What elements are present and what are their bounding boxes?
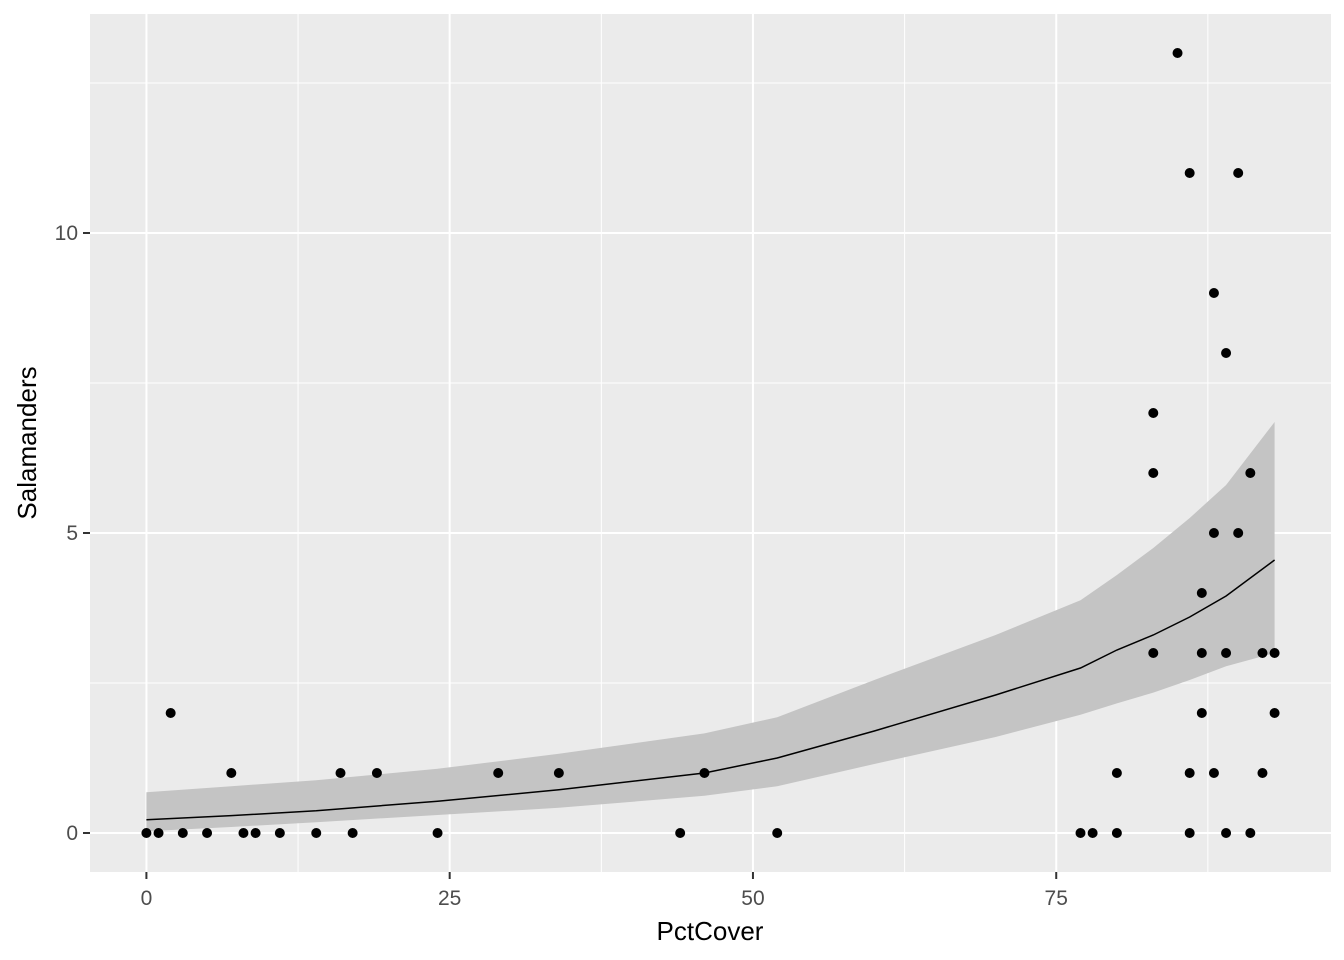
data-point: [1269, 708, 1280, 718]
data-point: [1111, 768, 1122, 778]
x-axis: 0 25 50 75: [141, 872, 1068, 910]
scatter-points: [141, 48, 1280, 838]
plot-panel: [90, 14, 1331, 872]
data-point: [772, 828, 783, 838]
data-point: [1148, 468, 1159, 478]
data-point: [699, 768, 710, 778]
data-point: [1208, 528, 1219, 538]
x-tick-label: 25: [438, 887, 461, 910]
y-tick-label: 0: [66, 822, 78, 845]
data-point: [1184, 828, 1195, 838]
data-point: [371, 768, 382, 778]
fit-line: [146, 559, 1276, 821]
x-axis-title: PctCover: [657, 916, 764, 946]
data-point: [202, 828, 213, 838]
data-point: [1075, 828, 1086, 838]
data-point: [1245, 468, 1256, 478]
data-point: [335, 768, 346, 778]
data-point: [274, 828, 285, 838]
data-point: [1233, 528, 1244, 538]
data-point: [1257, 648, 1268, 658]
data-point: [553, 768, 564, 778]
minor-gridlines: [90, 14, 1331, 872]
data-point: [1196, 648, 1207, 658]
data-point: [226, 768, 237, 778]
data-point: [347, 828, 358, 838]
confidence-ribbon: [146, 422, 1275, 832]
data-point: [1221, 348, 1232, 358]
data-point: [1221, 648, 1232, 658]
data-point: [1184, 768, 1195, 778]
data-point: [1208, 768, 1219, 778]
data-point: [1184, 168, 1195, 178]
data-point: [1196, 708, 1207, 718]
data-point: [1269, 648, 1280, 658]
data-point: [1245, 828, 1256, 838]
data-point: [311, 828, 322, 838]
x-tick-label: 0: [141, 887, 153, 910]
data-point: [1148, 408, 1159, 418]
y-tick-label: 5: [66, 522, 78, 545]
x-tick-label: 75: [1045, 887, 1068, 910]
data-point: [1257, 768, 1268, 778]
data-point: [153, 828, 164, 838]
x-tick-label: 50: [741, 887, 764, 910]
data-point: [165, 708, 176, 718]
data-point: [1172, 48, 1183, 58]
y-axis-title: Salamanders: [12, 366, 42, 519]
data-point: [493, 768, 504, 778]
data-point: [1221, 828, 1232, 838]
data-point: [1087, 828, 1098, 838]
data-point: [432, 828, 443, 838]
data-point: [238, 828, 249, 838]
data-point: [1233, 168, 1244, 178]
data-point: [1208, 288, 1219, 298]
data-point: [141, 828, 152, 838]
data-point: [177, 828, 188, 838]
data-point: [1148, 648, 1159, 658]
data-point: [250, 828, 261, 838]
y-tick-label: 10: [55, 222, 78, 245]
data-point: [1196, 588, 1207, 598]
data-point: [675, 828, 686, 838]
data-point: [1111, 828, 1122, 838]
y-axis: 0 5 10: [55, 222, 90, 845]
